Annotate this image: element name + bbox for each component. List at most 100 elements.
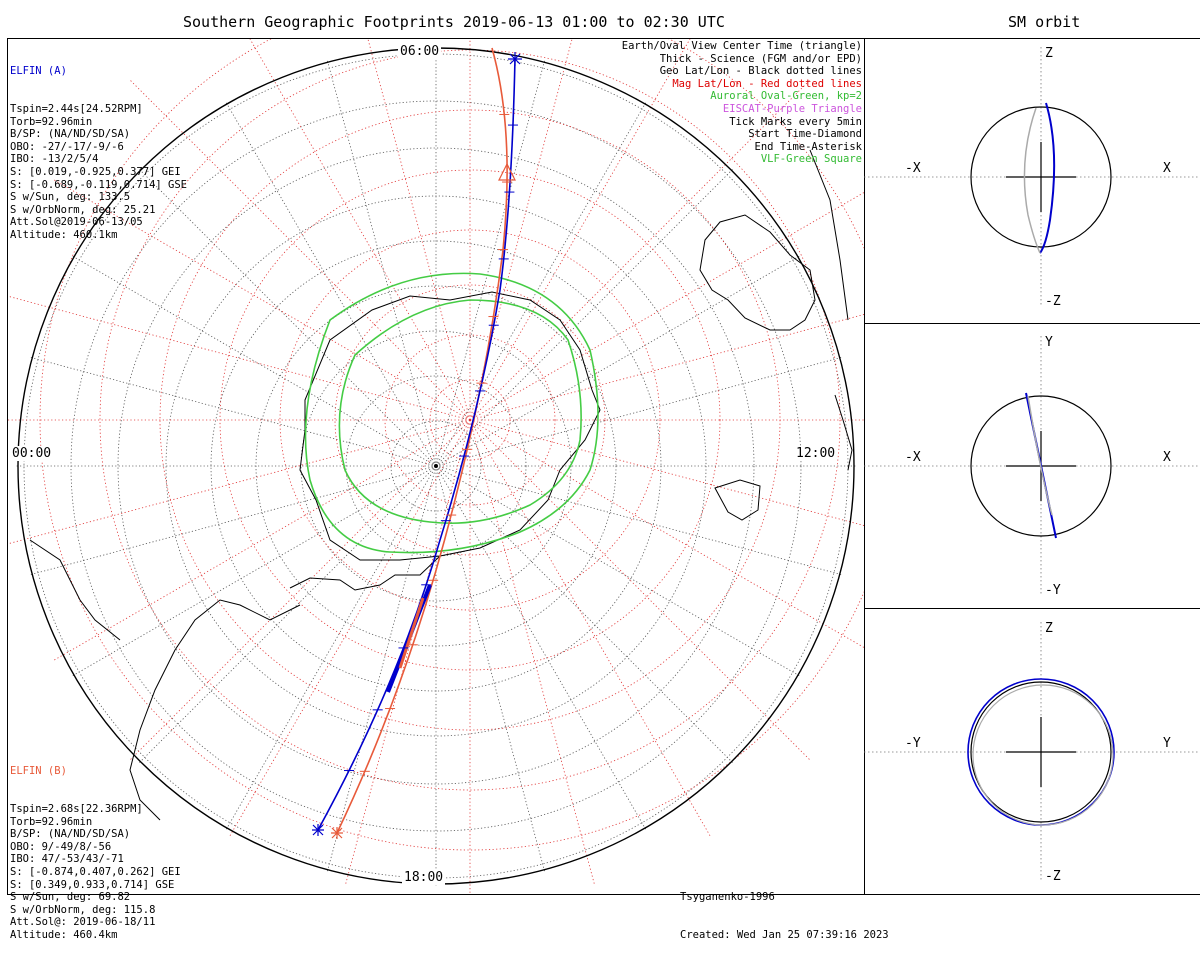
- mag-lon-line: [469, 80, 810, 421]
- africa-coastline: [29, 539, 121, 641]
- legend: Earth/Oval View Center Time (triangle) Th…: [622, 40, 862, 166]
- time-label-12: 12:00: [794, 446, 838, 461]
- main-title: Southern Geographic Footprints 2019-06-1…: [183, 13, 725, 31]
- mag-lon-line: [367, 39, 471, 421]
- mag-lon-line: [469, 314, 864, 421]
- orbit-axis-label-bottom: -Z: [1045, 869, 1061, 884]
- legend-item: Start Time-Diamond: [748, 128, 862, 141]
- south-pole-marker: [434, 464, 438, 468]
- sat_b-param-line: S w/OrbNorm, deg: 115.8: [10, 903, 156, 916]
- earth-circle: [970, 106, 1112, 248]
- elfin-b-params: Tspin=2.68s[22.36RPM] Torb=92.96min B/SP: …: [10, 803, 181, 942]
- elfin-a-info: ELFIN (A) Tspin=2.44s[24.52RPM] Torb=92.9…: [10, 40, 187, 254]
- mag-lon-line: [8, 295, 471, 421]
- mag-lat-circle: [39, 39, 864, 851]
- mag-lon-line: [469, 419, 864, 648]
- earth-circle: [970, 395, 1112, 537]
- model-name: Tsyganenko-1996: [680, 891, 775, 904]
- geo-lat-circle: [117, 147, 755, 785]
- east-coastline: [834, 394, 853, 471]
- legend-item: VLF-Green Square: [760, 153, 862, 166]
- mag-lat-circle: [384, 334, 556, 506]
- mag-lon-line: [469, 419, 864, 526]
- sat_b-param-line: S: [-0.874,0.407,0.262] GEI: [10, 865, 181, 878]
- sat_a-param-line: S: [-0.689,-0.119,0.714] GSE: [10, 178, 188, 191]
- sat_b-param-line: IBO: 47/-53/43/-71: [10, 853, 124, 866]
- sat_b-param-line: S: [0.349,0.933,0.714] GSE: [10, 878, 175, 891]
- sat_a-param-line: S w/Sun, deg: 133.5: [10, 191, 131, 204]
- orbit-axis-label-right: X: [1163, 161, 1171, 176]
- time-label-18: 18:00: [402, 870, 446, 885]
- legend-item: Tick Marks every 5min: [729, 115, 862, 128]
- mag-lon-line: [229, 419, 471, 836]
- sat_a-param-line: Torb=92.96min: [10, 115, 93, 128]
- mag-lon-line: [8, 419, 471, 545]
- mag-lon-line: [249, 39, 471, 421]
- elfin-b-name: ELFIN (B): [10, 765, 67, 778]
- legend-item: Earth/Oval View Center Time (triangle): [621, 40, 862, 52]
- mag-lon-line: [130, 419, 471, 760]
- mag-lon-line: [54, 419, 471, 661]
- orbit-axis-label-top: Z: [1045, 621, 1053, 636]
- orbit-panel-divider: [864, 608, 1200, 609]
- legend-item: Mag Lat/Lon - Red dotted lines: [672, 77, 862, 90]
- geo-lat-circle: [255, 285, 617, 647]
- sat_a-param-line: OBO: -27/-17/-9/-6: [10, 140, 124, 153]
- map-layer: [8, 39, 864, 894]
- orbit-panel-divider: [864, 323, 1200, 324]
- sat_b-param-line: B/SP: (NA/ND/SD/SA): [10, 828, 131, 841]
- time-label-06: 06:00: [398, 44, 442, 59]
- elfin-b-end-asterisk: [331, 827, 343, 839]
- orbit-axis-label-right: Y: [1163, 736, 1171, 751]
- sat_b-param-line: Torb=92.96min: [10, 815, 93, 828]
- mag-lat-circle: [334, 284, 606, 556]
- sat_b-param-line: Tspin=2.68s[22.36RPM]: [10, 802, 143, 815]
- mag-lat-circle: [279, 229, 661, 611]
- sm-orbit-plots: [864, 47, 1200, 882]
- orbit-a-xz: [1039, 102, 1056, 254]
- elfin-a-start-marker: [508, 52, 522, 66]
- elfin-a-track: [317, 57, 516, 831]
- mag-lat-circle: [219, 169, 721, 671]
- elfin-b-info: ELFIN (B) Tspin=2.68s[22.36RPM] Torb=92.9…: [10, 740, 181, 954]
- earth-circle: [970, 681, 1112, 823]
- time-label-00: 00:00: [10, 446, 54, 461]
- mag-lon-line: [469, 419, 810, 760]
- orbit-axis-label-left: -X: [905, 161, 921, 176]
- sat_a-param-line: Att.Sol@2019-06-13/05: [10, 216, 143, 229]
- orbit-axis-label-bottom: -Z: [1045, 294, 1061, 309]
- elfin-a-params: Tspin=2.44s[24.52RPM] Torb=92.96min B/SP: …: [10, 103, 187, 242]
- mag-lon-line: [469, 419, 711, 836]
- south-america-coastline: [129, 599, 301, 821]
- created-date: Created: Wed Jan 25 07:39:16 2023: [680, 928, 889, 941]
- geo-lat-circle: [345, 375, 527, 557]
- australia-coastline: [699, 214, 816, 331]
- elfin-a-end-asterisk: [312, 824, 324, 836]
- legend-item: Auroral Oval-Green, kp=2: [710, 90, 862, 103]
- asia-coastline: [809, 149, 849, 321]
- mag-lon-line: [130, 80, 471, 421]
- orbit-axis-label-bottom: -Y: [1045, 583, 1061, 598]
- legend-item: Thick - Science (FGM and/or EPD): [659, 52, 862, 65]
- credits: Tsyganenko-1996 Created: Wed Jan 25 07:3…: [680, 866, 889, 954]
- mag-lon-line: [469, 192, 864, 421]
- elfin-a-name: ELFIN (A): [10, 65, 67, 78]
- sat_b-param-line: OBO: 9/-49/8/-56: [10, 840, 112, 853]
- sat_b-param-line: S w/Sun, deg: 69.82: [10, 891, 131, 904]
- footprint-map: [8, 39, 864, 894]
- peninsula-coastline: [289, 555, 441, 591]
- geo-lat-circle: [165, 195, 707, 737]
- orbit-b-xy: [1027, 395, 1053, 516]
- sat_a-param-line: B/SP: (NA/ND/SD/SA): [10, 128, 131, 141]
- sat_a-param-line: Tspin=2.44s[24.52RPM]: [10, 102, 143, 115]
- legend-item: EISCAT-Purple Triangle: [722, 102, 862, 115]
- orbit-axis-label-left: -X: [905, 450, 921, 465]
- sat_a-param-line: Altitude: 460.1km: [10, 228, 118, 241]
- mag-lon-line: [469, 39, 691, 421]
- sat_b-param-line: Altitude: 460.4km: [10, 928, 118, 941]
- view-center-triangle: [498, 162, 516, 181]
- auroral-oval-inner: [338, 299, 582, 525]
- orbit-axis-label-top: Z: [1045, 46, 1053, 61]
- orbit-axis-label-left: -Y: [905, 736, 921, 751]
- sat_a-param-line: IBO: -13/2/5/4: [10, 153, 99, 166]
